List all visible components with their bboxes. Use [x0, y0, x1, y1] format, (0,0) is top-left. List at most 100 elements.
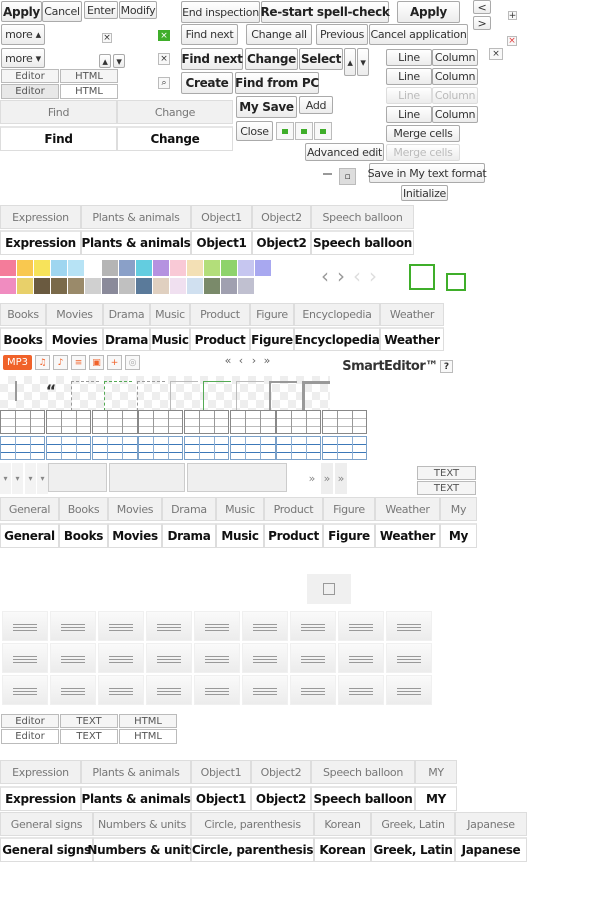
tab[interactable]: My: [440, 497, 477, 521]
end-inspection-button[interactable]: End inspection: [181, 1, 260, 23]
tab-active[interactable]: Movies: [46, 327, 103, 351]
color-swatch[interactable]: [136, 260, 152, 276]
previous-button[interactable]: Previous: [316, 24, 368, 45]
tab[interactable]: Speech balloon: [311, 205, 414, 229]
cd-icon[interactable]: ◎: [125, 355, 140, 370]
tab[interactable]: Object1: [191, 760, 251, 784]
layout-template[interactable]: [338, 675, 384, 705]
color-swatch[interactable]: [68, 278, 84, 294]
tab[interactable]: Greek, Latin: [371, 812, 455, 836]
insert-column-button[interactable]: Column: [432, 49, 478, 66]
tab-active[interactable]: Drama: [103, 327, 150, 351]
tab-active[interactable]: Object2: [252, 230, 311, 255]
tab[interactable]: Expression: [0, 205, 81, 229]
layout-template[interactable]: [290, 643, 336, 673]
color-swatch[interactable]: [187, 260, 203, 276]
down-stepper[interactable]: ▾: [357, 48, 369, 76]
tab[interactable]: Korean: [314, 812, 371, 836]
tab[interactable]: Music: [216, 497, 264, 521]
tab-active[interactable]: Change: [117, 126, 233, 151]
tab[interactable]: Weather: [380, 303, 444, 326]
close-icon[interactable]: ×: [102, 33, 112, 43]
tab[interactable]: Product: [264, 497, 323, 521]
border-style-sample[interactable]: [104, 381, 132, 411]
tab-active[interactable]: Product: [264, 523, 323, 548]
html-tab-active[interactable]: HTML: [60, 84, 118, 99]
table-style-blue[interactable]: [92, 436, 138, 460]
tab-active[interactable]: My: [440, 523, 477, 548]
more-arrows-icon[interactable]: »: [308, 472, 316, 485]
tab[interactable]: Plants & animals: [81, 205, 191, 229]
tab[interactable]: Drama: [162, 497, 216, 521]
layout-template[interactable]: [194, 675, 240, 705]
spin-up-button[interactable]: ▴: [99, 54, 111, 68]
tab-active[interactable]: Object2: [251, 786, 311, 811]
tab-active[interactable]: Music: [150, 327, 190, 351]
text-tab[interactable]: TEXT: [60, 714, 118, 728]
color-swatch[interactable]: [0, 278, 16, 294]
tab[interactable]: Change: [117, 100, 233, 124]
change-button[interactable]: Change: [245, 48, 298, 70]
tab-active[interactable]: Japanese: [455, 837, 527, 862]
tab[interactable]: Movies: [46, 303, 103, 326]
table-style-blue[interactable]: [276, 436, 321, 460]
insert-line-button[interactable]: Line: [386, 106, 432, 123]
plus-icon[interactable]: +: [508, 10, 517, 21]
maximize-icon[interactable]: ▫: [339, 168, 356, 185]
border-style-sample[interactable]: [302, 381, 330, 411]
table-style-gray[interactable]: [46, 410, 91, 434]
tab[interactable]: Numbers & units: [93, 812, 191, 836]
restart-spell-check-button[interactable]: Re-start spell-check: [260, 1, 390, 23]
cancel-button[interactable]: Cancel: [42, 1, 82, 22]
add-button[interactable]: Add: [299, 96, 333, 114]
table-style-gray[interactable]: [92, 410, 138, 434]
border-style-sample[interactable]: [71, 381, 99, 411]
apply-button[interactable]: Apply: [1, 1, 42, 22]
color-swatch[interactable]: [85, 260, 101, 276]
minimize-icon[interactable]: [323, 173, 332, 175]
mp3-icon[interactable]: MP3: [3, 355, 32, 370]
more-expand-button[interactable]: more ▴: [1, 24, 45, 45]
modify-button[interactable]: Modify: [119, 1, 157, 19]
layout-template[interactable]: [98, 675, 144, 705]
html-tab-alt[interactable]: HTML: [119, 729, 177, 744]
plus-icon[interactable]: +: [107, 355, 122, 370]
save-my-text-format-button[interactable]: Save in My text format: [368, 163, 487, 183]
layout-icon[interactable]: [314, 122, 332, 140]
tab-active[interactable]: Product: [190, 327, 250, 351]
color-swatch[interactable]: [170, 260, 186, 276]
tab-active[interactable]: Expression: [0, 786, 81, 811]
enter-button[interactable]: Enter: [84, 1, 118, 19]
color-swatch[interactable]: [153, 278, 169, 294]
change-all-button[interactable]: Change all: [246, 24, 312, 45]
border-style-sample[interactable]: [269, 381, 297, 411]
layout-template[interactable]: [386, 611, 432, 641]
color-swatch[interactable]: [68, 260, 84, 276]
layout-template[interactable]: [2, 675, 48, 705]
apply-large-button[interactable]: Apply: [397, 1, 460, 23]
tab-active[interactable]: Weather: [380, 327, 444, 351]
tab-active[interactable]: Books: [59, 523, 108, 548]
border-style-sample[interactable]: [137, 381, 165, 411]
tab-active[interactable]: Object1: [191, 230, 252, 255]
insert-column-button[interactable]: Column: [432, 68, 478, 85]
tab-active[interactable]: Find: [0, 126, 117, 151]
layout-template[interactable]: [290, 675, 336, 705]
layout-template[interactable]: [290, 611, 336, 641]
layout-template[interactable]: [386, 643, 432, 673]
pager-arrow-icon[interactable]: »: [263, 353, 271, 367]
find-next-button[interactable]: Find next: [181, 24, 238, 45]
table-style-blue[interactable]: [46, 436, 91, 460]
color-swatch[interactable]: [238, 260, 254, 276]
editor-tab-alt[interactable]: Editor: [1, 729, 59, 744]
find-from-pc-button[interactable]: Find from PC: [235, 72, 319, 94]
cancel-application-button[interactable]: Cancel application: [369, 24, 468, 45]
tab[interactable]: Product: [190, 303, 250, 326]
initialize-button[interactable]: Initialize: [401, 185, 448, 201]
more-arrows-icon[interactable]: »: [335, 463, 347, 494]
color-swatch[interactable]: [17, 278, 33, 294]
color-swatch[interactable]: [204, 278, 220, 294]
table-style-gray[interactable]: [184, 410, 229, 434]
arrow-icon[interactable]: ‹: [353, 264, 361, 288]
tab-active[interactable]: Speech balloon: [311, 230, 414, 255]
